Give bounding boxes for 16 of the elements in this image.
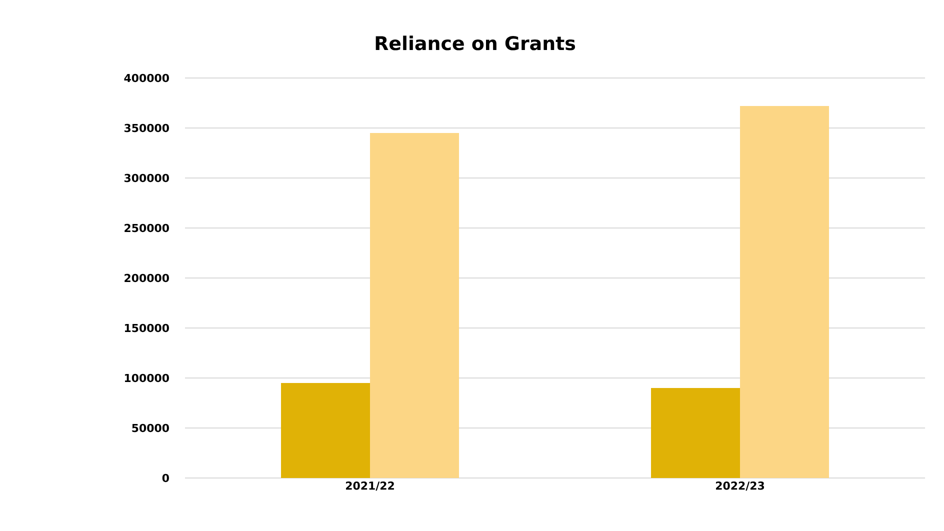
y-tick-label: 200000 bbox=[124, 274, 169, 282]
y-tick-label: 300000 bbox=[124, 174, 169, 182]
y-tick-label: 0 bbox=[162, 474, 169, 482]
y-tick-label: 50000 bbox=[132, 424, 169, 432]
x-tick-label: 2022/23 bbox=[716, 482, 764, 491]
x-tick-label: 2021/22 bbox=[346, 482, 394, 491]
bar bbox=[740, 106, 830, 478]
y-tick-label: 400000 bbox=[124, 74, 169, 82]
y-tick-label: 150000 bbox=[124, 324, 169, 332]
bar bbox=[370, 132, 460, 478]
y-tick-label: 350000 bbox=[124, 124, 169, 132]
y-tick-label: 100000 bbox=[124, 374, 169, 382]
chart-title: Reliance on Grants bbox=[376, 36, 576, 50]
bar bbox=[651, 388, 740, 478]
bar bbox=[281, 382, 370, 478]
y-tick-label: 250000 bbox=[124, 224, 169, 232]
